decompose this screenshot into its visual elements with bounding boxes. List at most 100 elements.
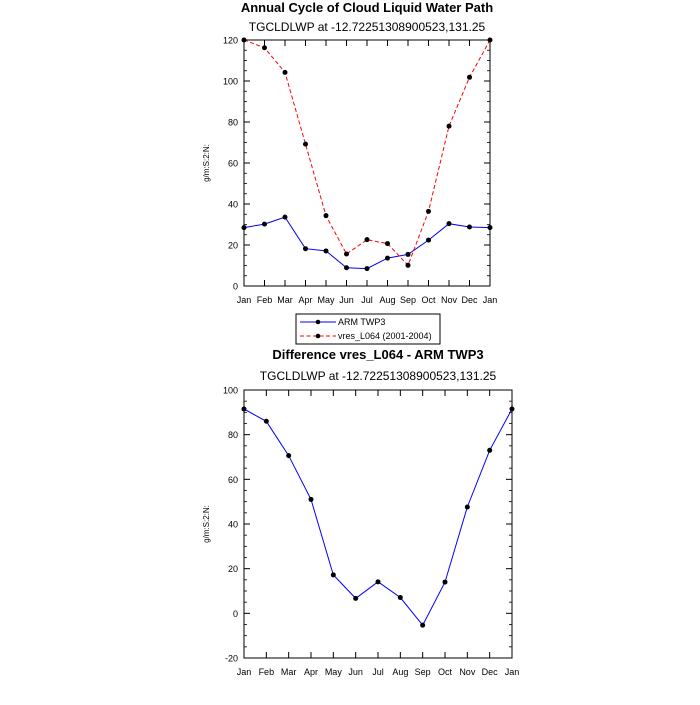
chart1-series-1-point-1 <box>262 45 267 51</box>
chart1-xtick-label-1: Feb <box>257 295 273 305</box>
chart1-xtick-label-8: Sep <box>400 295 416 305</box>
chart1-series-1-point-0 <box>241 37 247 43</box>
chart1-series-0-point-2 <box>282 214 288 220</box>
chart1-series-1-point-11 <box>467 74 472 80</box>
chart2-ytick-label-6: 100 <box>223 386 238 396</box>
chart1-xtick-label-5: Jun <box>339 295 354 305</box>
chart2-series-0-point-2 <box>286 453 292 459</box>
chart2-series-0-point-3 <box>308 496 314 502</box>
chart1-series-0-point-10 <box>446 221 452 227</box>
chart2-xtick-label-1: Feb <box>259 667 275 677</box>
chart1-ytick-label-4: 80 <box>228 118 238 128</box>
chart2-ytick-label-5: 80 <box>228 430 238 440</box>
chart1-ytick-label-1: 20 <box>228 241 238 251</box>
chart1-xtick-label-12: Jan <box>483 295 498 305</box>
chart1-series-1-point-9 <box>426 208 431 214</box>
chart1-ylabel: g/m:S:2:N: <box>202 144 211 182</box>
chart2-ytick-label-3: 40 <box>228 520 238 530</box>
chart2-ytick-label-1: 0 <box>233 609 238 619</box>
chart1-xtick-label-2: Mar <box>277 295 293 305</box>
chart1-series-0-point-4 <box>323 248 329 254</box>
chart2-series-0-point-7 <box>397 594 403 600</box>
chart1-series-0-point-3 <box>303 246 308 252</box>
chart2-series-0-point-8 <box>420 622 426 628</box>
legend-label-series-0: ARM TWP3 <box>338 317 385 327</box>
chart2-xtick-label-12: Jan <box>505 667 520 677</box>
chart1-series-1-point-6 <box>364 237 370 243</box>
chart1-xtick-label-9: Oct <box>421 295 436 305</box>
chart1-ytick-label-3: 60 <box>228 159 238 169</box>
chart2-series-0-point-10 <box>464 504 470 510</box>
chart1-series-0-point-0 <box>241 225 247 231</box>
chart1-series-0-point-9 <box>426 237 431 243</box>
chart1-series-1-point-4 <box>323 213 329 219</box>
chart2-axes: -20 0 20 40 60 80 100 Jan Feb Mar Apr May Jun Jul Aug S… <box>223 386 519 678</box>
chart2-xtick-label-11: Dec <box>482 667 499 677</box>
chart1-xtick-label-0: Jan <box>237 295 252 305</box>
chart2-ylabel: g/m:S:2:N: <box>202 505 211 543</box>
chart1-ytick-label-0: 0 <box>233 282 238 292</box>
chart2-series-0-point-11 <box>487 447 493 453</box>
chart1-xtick-label-4: May <box>317 295 335 305</box>
chart1-series-group <box>241 37 493 272</box>
chart2-ytick-label-2: 20 <box>228 564 238 574</box>
chart2-xtick-label-8: Sep <box>415 667 431 677</box>
chart2-series-0-point-0 <box>241 406 247 412</box>
legend-marker-series-0 <box>315 319 321 325</box>
chart1-series-1-point-7 <box>385 241 390 247</box>
chart2-xtick-label-3: Apr <box>304 667 318 677</box>
chart1-xtick-label-10: Nov <box>441 295 458 305</box>
chart2-ytick-label-0: -20 <box>225 654 238 664</box>
chart1-series-1-point-3 <box>303 141 308 147</box>
chart2-xtick-label-7: Aug <box>392 667 408 677</box>
chart1-series-0-point-5 <box>344 265 349 271</box>
chart1-series-line-1 <box>243 39 491 267</box>
chart2-xtick-label-6: Jul <box>372 667 384 677</box>
chart1-ytick-label-5: 100 <box>223 77 238 87</box>
chart1-axes: 0 20 40 60 80 100 120 Jan Feb Mar Apr May Jun Jul Aug S… <box>223 36 497 306</box>
chart1-xtick-label-6: Jul <box>361 295 373 305</box>
legend-label-series-1: vres_L064 (2001-2004) <box>338 331 432 341</box>
chart1-legend: ARM TWP3 vres_L064 (2001-2004) <box>295 313 441 345</box>
chart1-plot-frame <box>243 39 491 287</box>
chart2-xtick-label-9: Oct <box>438 667 453 677</box>
chart1-xtick-label-11: Dec <box>461 295 478 305</box>
chart2-subtitle: TGCLDLWP at -12.72251308900523,131.25 <box>260 369 497 383</box>
chart1-title: Annual Cycle of Cloud Liquid Water Path <box>241 0 493 15</box>
chart2-xtick-label-0: Jan <box>237 667 252 677</box>
chart1-series-0-point-12 <box>487 225 493 231</box>
chart1-ytick-label-2: 40 <box>228 200 238 210</box>
chart1-series-1-point-12 <box>487 37 493 43</box>
chart2-series-0-point-5 <box>353 595 359 601</box>
chart2-xtick-label-2: Mar <box>281 667 297 677</box>
legend-box <box>295 313 441 345</box>
chart1-xtick-label-7: Aug <box>379 295 395 305</box>
chart2-title: Difference vres_L064 - ARM TWP3 <box>272 347 483 362</box>
chart2-xtick-label-5: Jun <box>348 667 363 677</box>
chart2-series-0-point-1 <box>263 418 269 424</box>
chart2-series-0-point-6 <box>375 579 381 585</box>
chart1-subtitle: TGCLDLWP at -12.72251308900523,131.25 <box>249 20 486 34</box>
chart1-series-1-point-2 <box>282 69 288 75</box>
chart2-series-0-point-9 <box>442 579 448 585</box>
chart2-series-0-point-12 <box>509 406 515 412</box>
chart2-series-line-0 <box>243 408 513 627</box>
chart2-xtick-label-4: May <box>325 667 343 677</box>
chart2-ytick-label-4: 60 <box>228 475 238 485</box>
chart1-series-1-point-8 <box>405 262 411 268</box>
chart2-series-group <box>241 406 515 628</box>
chart1-series-line-0 <box>243 216 491 270</box>
chart1-series-0-point-11 <box>467 224 472 230</box>
chart1-series-0-point-8 <box>405 251 411 257</box>
chart2-xtick-label-10: Nov <box>459 667 476 677</box>
chart1-ytick-label-6: 120 <box>223 36 238 46</box>
chart1-series-0-point-6 <box>364 266 370 272</box>
legend-marker-series-1 <box>315 333 321 339</box>
chart1-series-0-point-7 <box>385 255 390 261</box>
chart1-series-1-point-10 <box>446 123 452 129</box>
chart2-series-0-point-4 <box>330 572 336 578</box>
chart2-plot-frame <box>243 389 513 659</box>
chart1-series-1-point-5 <box>344 251 349 257</box>
